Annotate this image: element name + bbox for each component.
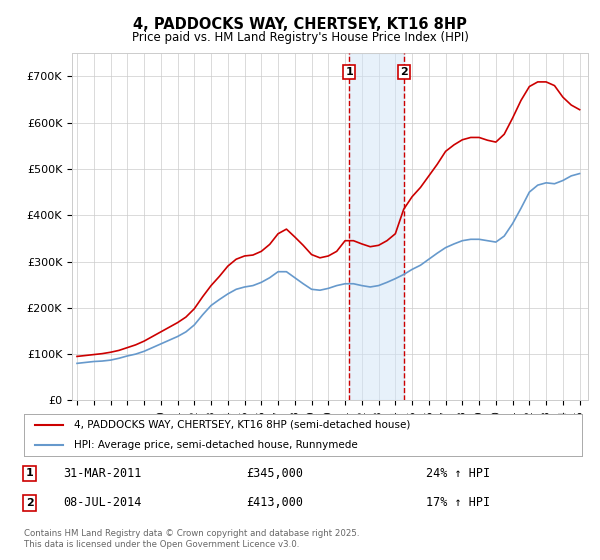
Text: £413,000: £413,000 [247,497,304,510]
Text: 08-JUL-2014: 08-JUL-2014 [63,497,142,510]
Text: 24% ↑ HPI: 24% ↑ HPI [426,467,490,480]
Text: 1: 1 [26,468,34,478]
Text: 2: 2 [400,67,408,77]
Text: Contains HM Land Registry data © Crown copyright and database right 2025.
This d: Contains HM Land Registry data © Crown c… [24,529,359,549]
Text: 17% ↑ HPI: 17% ↑ HPI [426,497,490,510]
Text: 4, PADDOCKS WAY, CHERTSEY, KT16 8HP (semi-detached house): 4, PADDOCKS WAY, CHERTSEY, KT16 8HP (sem… [74,420,410,430]
Text: 1: 1 [346,67,353,77]
Text: £345,000: £345,000 [247,467,304,480]
Text: 4, PADDOCKS WAY, CHERTSEY, KT16 8HP: 4, PADDOCKS WAY, CHERTSEY, KT16 8HP [133,17,467,32]
Text: 2: 2 [26,498,34,508]
Bar [349,53,404,400]
Text: Price paid vs. HM Land Registry's House Price Index (HPI): Price paid vs. HM Land Registry's House … [131,31,469,44]
Text: 31-MAR-2011: 31-MAR-2011 [63,467,142,480]
Text: HPI: Average price, semi-detached house, Runnymede: HPI: Average price, semi-detached house,… [74,440,358,450]
